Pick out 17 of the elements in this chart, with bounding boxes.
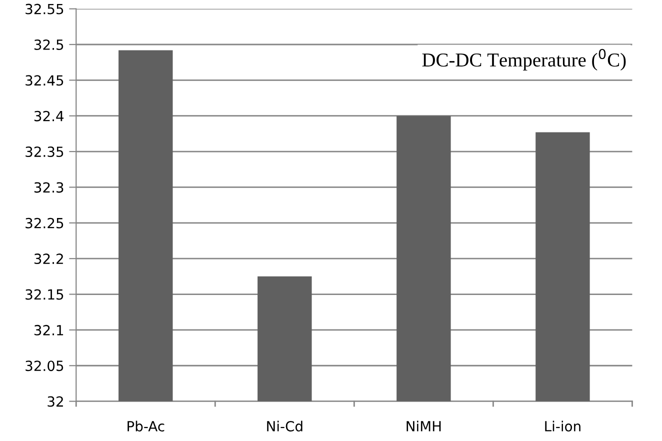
y-tick-label: 32.5 [34,39,64,50]
y-tick-label: 32.1 [34,324,64,336]
y-tick-label: 32.45 [26,75,64,86]
y-tick-label: 32.2 [34,254,63,264]
y-tick-label: 32.15 [26,289,64,300]
y-tick-label: 32.4 [34,110,64,122]
y-tick-label: 32.55 [26,4,64,14]
y-tick-label: 32.3 [34,182,64,193]
y-tick-label: 32.25 [26,218,64,228]
y-tick-label: 32.05 [26,360,64,372]
x-tick-label: Ni-Cd [267,420,302,432]
x-tick-label: Pb-Ac [128,420,164,432]
text: DC-DC Temperature ($^{0}$C) [422,48,626,71]
y-tick-label: 32 [48,396,63,407]
x-tick-label: Li-ion [545,420,580,432]
y-tick-label: 32.35 [26,146,64,158]
x-tick-label: NiMH [406,420,441,432]
